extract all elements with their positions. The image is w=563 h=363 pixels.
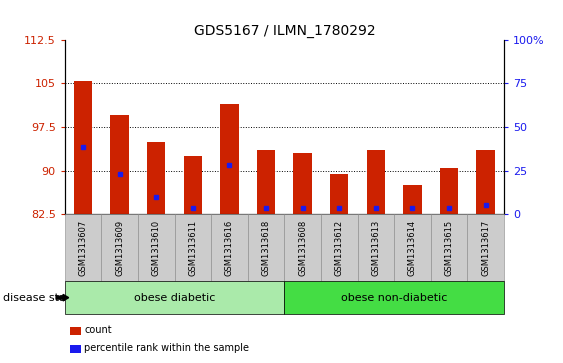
Text: GSM1313616: GSM1313616 [225,220,234,276]
Text: obese diabetic: obese diabetic [134,293,215,303]
Text: GSM1313618: GSM1313618 [262,220,270,276]
Bar [330,174,348,214]
Bar [110,115,129,214]
Bar [293,153,312,214]
Text: disease state: disease state [3,293,77,303]
Text: GSM1313609: GSM1313609 [115,220,124,276]
Bar [184,156,202,214]
Text: obese non-diabetic: obese non-diabetic [341,293,447,303]
Text: GSM1313615: GSM1313615 [445,220,453,276]
Text: GSM1313612: GSM1313612 [335,220,343,276]
Text: GSM1313610: GSM1313610 [152,220,160,276]
Text: GSM1313614: GSM1313614 [408,220,417,276]
Text: count: count [84,325,112,335]
Title: GDS5167 / ILMN_1780292: GDS5167 / ILMN_1780292 [194,24,375,37]
Bar [257,150,275,214]
Bar [476,150,495,214]
Bar [74,81,92,214]
Text: percentile rank within the sample: percentile rank within the sample [84,343,249,354]
Bar [403,185,422,214]
Text: GSM1313617: GSM1313617 [481,220,490,276]
Text: GSM1313607: GSM1313607 [79,220,87,276]
Bar [367,150,385,214]
Text: GSM1313613: GSM1313613 [372,220,380,276]
Bar [147,142,166,214]
Text: GSM1313608: GSM1313608 [298,220,307,276]
Bar [220,104,239,214]
Bar [440,168,458,214]
Text: GSM1313611: GSM1313611 [189,220,197,276]
